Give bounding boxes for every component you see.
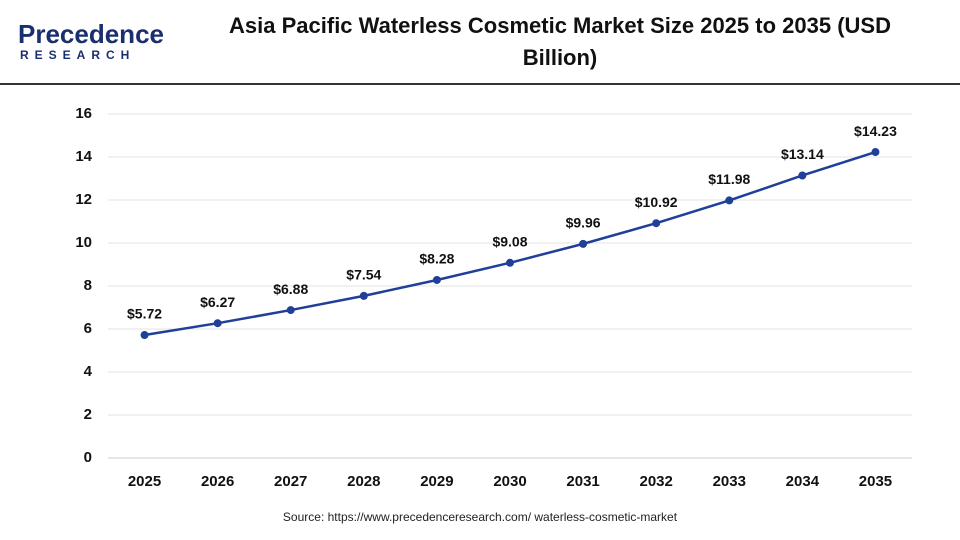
value-label: $9.08 <box>492 233 527 249</box>
x-tick-label: 2028 <box>347 473 380 490</box>
x-tick-label: 2034 <box>786 473 820 490</box>
value-label: $5.72 <box>127 306 162 322</box>
point <box>506 258 514 267</box>
value-label: $13.14 <box>781 146 824 162</box>
logo-tagline: RESEARCH <box>20 48 135 62</box>
y-tick-label: 6 <box>84 320 92 337</box>
x-tick-label: 2033 <box>713 473 746 490</box>
y-tick-label: 12 <box>75 191 92 208</box>
point <box>140 331 149 340</box>
y-tick-label: 4 <box>84 363 93 380</box>
value-label: $11.98 <box>708 171 750 187</box>
value-label: $6.88 <box>273 281 308 297</box>
point <box>871 148 880 157</box>
y-tick-label: 8 <box>84 277 92 294</box>
y-tick-label: 16 <box>75 105 92 122</box>
value-label: $14.23 <box>854 123 897 139</box>
point <box>652 219 661 228</box>
value-label: $6.27 <box>200 294 235 310</box>
x-tick-label: 2031 <box>566 473 599 490</box>
y-tick-label: 0 <box>84 449 92 466</box>
chart-title: Asia Pacific Waterless Cosmetic Market S… <box>229 13 891 70</box>
logo-name: Precedence <box>18 19 164 49</box>
y-tick-label: 14 <box>75 148 92 165</box>
value-label: $7.54 <box>346 267 381 283</box>
x-tick-label: 2025 <box>128 473 161 490</box>
x-tick-label: 2027 <box>274 473 307 490</box>
point <box>798 171 807 180</box>
y-tick-label: 2 <box>84 406 92 423</box>
x-tick-label: 2032 <box>639 473 672 490</box>
point <box>432 275 441 284</box>
value-label: $10.92 <box>635 194 678 210</box>
source: Source: https://www.precedenceresearch.c… <box>283 510 678 524</box>
point <box>579 239 588 248</box>
point <box>213 319 222 328</box>
point <box>359 291 368 300</box>
point <box>725 196 734 205</box>
x-tick-label: 2026 <box>201 473 234 490</box>
x-tick-label: 2030 <box>493 473 526 490</box>
value-label: $9.96 <box>566 215 601 231</box>
x-tick-label: 2029 <box>420 473 453 490</box>
value-label: $8.28 <box>419 251 454 267</box>
x-tick-label: 2035 <box>859 473 892 490</box>
point <box>286 306 295 315</box>
y-tick-label: 10 <box>75 234 92 251</box>
